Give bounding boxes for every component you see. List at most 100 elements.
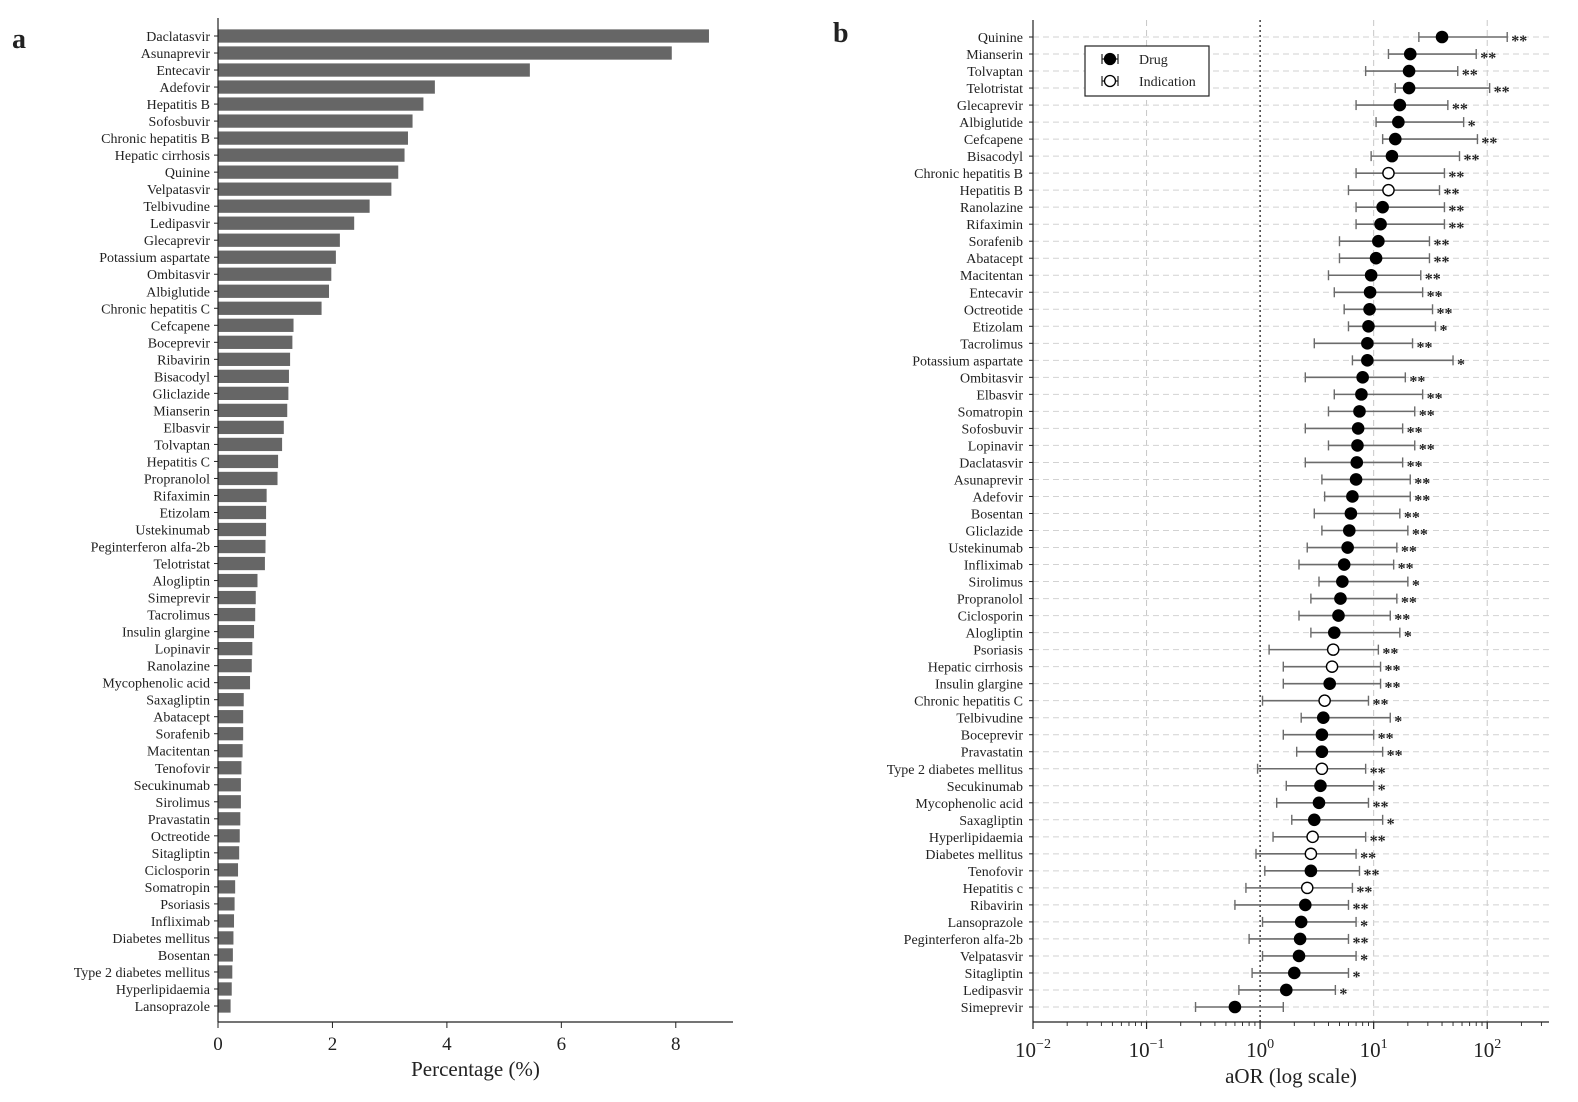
forest-row-entecavir: Entecavir ** xyxy=(969,285,1443,305)
row-label: Bisacodyl xyxy=(967,150,1023,165)
bar-ciclosporin xyxy=(218,863,239,877)
drug-point xyxy=(1315,745,1329,759)
significance-stars: ** xyxy=(1433,254,1449,271)
x-tick-label: 8 xyxy=(671,1034,681,1055)
forest-row-psoriasis: Psoriasis ** xyxy=(973,643,1398,663)
category-label: Propranolol xyxy=(144,472,210,487)
category-label: Telotristat xyxy=(153,558,210,573)
forest-row-tacrolimus: Tacrolimus ** xyxy=(960,337,1433,356)
drug-point xyxy=(1402,64,1416,78)
forest-row-boceprevir: Boceprevir ** xyxy=(961,728,1394,748)
forest-row-insulin-glargine: Insulin glargine ** xyxy=(935,677,1401,697)
row-label: Peginterferon alfa-2b xyxy=(904,933,1023,948)
forest-row-somatropin: Somatropin ** xyxy=(958,405,1435,424)
bar-macitentan xyxy=(218,744,243,758)
row-label: Hepatic cirrhosis xyxy=(928,661,1023,676)
row-label: Hepatitis B xyxy=(960,184,1023,199)
forest-row-velpatasvir: Velpatasvir * xyxy=(960,949,1368,969)
bar-hepatic-cirrhosis xyxy=(218,148,405,162)
forest-row-secukinumab: Secukinumab * xyxy=(947,779,1386,799)
row-label: Cefcapene xyxy=(964,133,1023,148)
significance-stars: ** xyxy=(1494,84,1510,101)
bar-bosentan xyxy=(218,948,233,962)
category-label: Psoriasis xyxy=(160,898,210,913)
indication-point xyxy=(1304,847,1318,861)
significance-stars: ** xyxy=(1448,203,1464,220)
bar-somatropin xyxy=(218,880,236,894)
significance-stars: ** xyxy=(1407,458,1423,475)
drug-point xyxy=(1315,728,1329,742)
row-label: Ribavirin xyxy=(970,899,1023,914)
significance-stars: ** xyxy=(1352,901,1368,918)
forest-row-cefcapene: Cefcapene ** xyxy=(964,132,1497,152)
x-axis-label: aOR (log scale) xyxy=(1225,1064,1357,1088)
category-label: Type 2 diabetes mellitus xyxy=(74,966,210,981)
forest-row-ciclosporin: Ciclosporin ** xyxy=(958,609,1410,629)
significance-stars: ** xyxy=(1401,595,1417,612)
bar-hyperlipidaemia xyxy=(218,982,232,996)
row-label: Pravastatin xyxy=(961,746,1023,761)
drug-point xyxy=(1361,337,1374,350)
significance-stars: ** xyxy=(1417,339,1433,356)
bar-octreotide xyxy=(218,829,240,843)
bar-glecaprevir xyxy=(218,233,340,247)
category-label: Sofosbuvir xyxy=(149,115,211,130)
significance-stars: * xyxy=(1378,782,1386,799)
significance-stars: * xyxy=(1404,629,1412,646)
forest-row-ranolazine: Ranolazine ** xyxy=(960,200,1464,220)
row-label: Glecaprevir xyxy=(957,99,1023,114)
drug-point xyxy=(1287,966,1301,980)
significance-stars: ** xyxy=(1419,441,1435,458)
bar-tolvaptan xyxy=(218,437,283,452)
bar-lansoprazole xyxy=(218,999,231,1013)
significance-stars: ** xyxy=(1401,544,1417,561)
bar-hepatitis-b xyxy=(218,97,424,111)
drug-point xyxy=(1364,268,1378,282)
x-tick-label: 2 xyxy=(328,1034,338,1055)
significance-stars: * xyxy=(1360,918,1368,935)
category-label: Ribavirin xyxy=(157,353,210,368)
category-label: Hepatitis B xyxy=(147,98,210,113)
drug-point xyxy=(1228,1000,1242,1014)
row-label: Entecavir xyxy=(969,286,1023,301)
forest-row-bisacodyl: Bisacodyl ** xyxy=(967,149,1479,169)
drug-point xyxy=(1376,200,1389,214)
category-label: Ranolazine xyxy=(147,660,210,675)
drug-point xyxy=(1350,456,1364,469)
category-label: Somatropin xyxy=(145,881,210,896)
significance-stars: ** xyxy=(1352,935,1368,952)
row-label: Hepatitis c xyxy=(963,882,1023,897)
forest-row-propranolol: Propranolol ** xyxy=(957,592,1417,612)
significance-stars: ** xyxy=(1404,509,1420,526)
bar-adefovir xyxy=(218,80,435,94)
significance-stars: ** xyxy=(1356,884,1372,901)
bar-albiglutide xyxy=(218,284,330,298)
drug-point xyxy=(1372,234,1385,248)
bar-gliclazide xyxy=(218,386,289,401)
category-label: Cefcapene xyxy=(151,319,210,334)
category-label: Sitagliptin xyxy=(152,847,210,862)
row-label: Lopinavir xyxy=(968,439,1024,454)
category-label: Ledipasvir xyxy=(150,217,210,232)
bar-etizolam xyxy=(218,505,267,520)
significance-stars: ** xyxy=(1511,33,1527,50)
category-label: Adefovir xyxy=(159,81,210,96)
bar-sitagliptin xyxy=(218,846,240,860)
category-label: Secukinumab xyxy=(134,779,210,794)
drug-point xyxy=(1369,251,1383,265)
legend-label: Indication xyxy=(1139,75,1196,90)
bar-sofosbuvir xyxy=(218,114,413,128)
x-tick-label: 101 xyxy=(1360,1037,1388,1062)
category-label: Octreotide xyxy=(151,830,210,845)
category-label: Macitentan xyxy=(147,745,210,760)
forest-row-alogliptin: Alogliptin * xyxy=(965,626,1412,646)
drug-point xyxy=(1374,217,1387,231)
drug-point xyxy=(1363,302,1376,316)
row-label: Macitentan xyxy=(960,269,1023,284)
drug-point xyxy=(1292,949,1306,963)
category-label: Simeprevir xyxy=(148,592,211,607)
bar-hepatitis-c xyxy=(218,454,279,469)
forest-row-ledipasvir: Ledipasvir * xyxy=(963,983,1347,1003)
x-tick-label: 10−1 xyxy=(1129,1037,1165,1062)
drug-point xyxy=(1323,677,1336,690)
